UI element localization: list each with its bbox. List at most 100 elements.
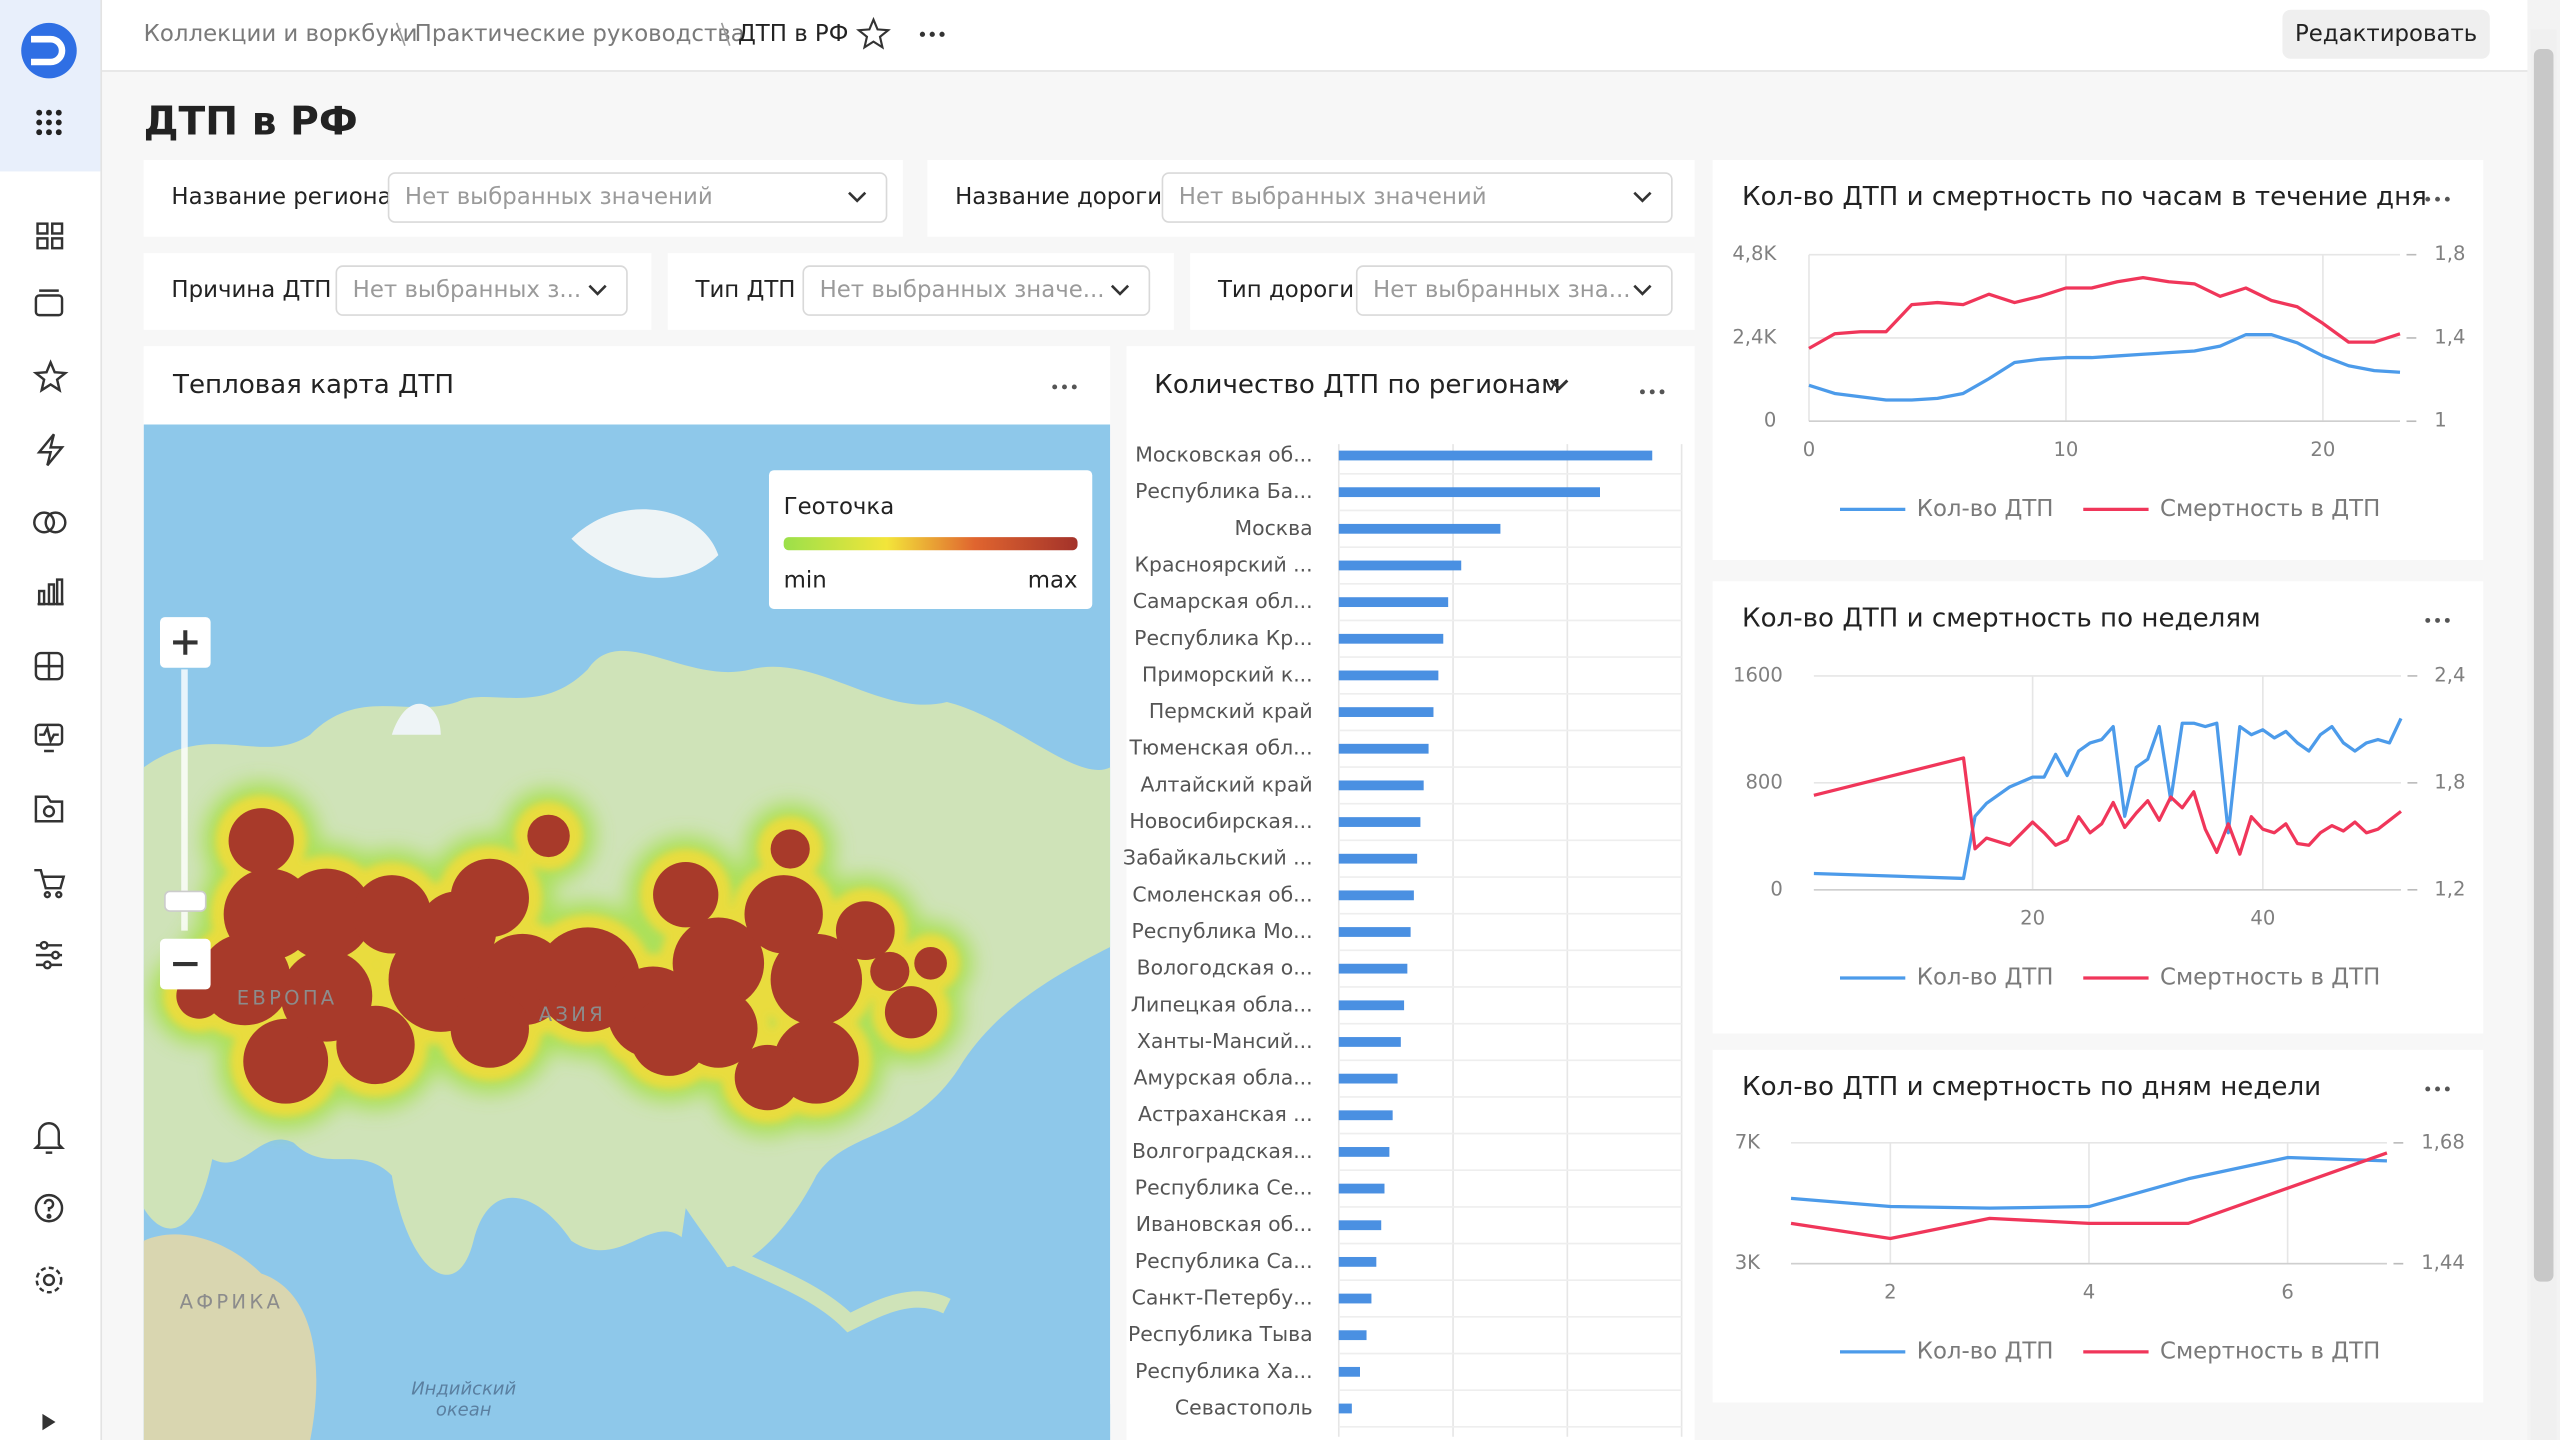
y2-tick-label: 1,8 bbox=[2434, 770, 2465, 793]
legend-label[interactable]: Смертность в ДТП bbox=[2160, 496, 2380, 522]
select-box[interactable] bbox=[1161, 172, 1673, 223]
legend-item[interactable]: Кол-во ДТП bbox=[1840, 1338, 2053, 1364]
line-widget: Кол-во ДТП и смертность по часам в течен… bbox=[1712, 160, 2484, 560]
select-placeholder[interactable]: Нет выбранных з... bbox=[353, 277, 582, 303]
bar bbox=[1338, 1147, 1390, 1157]
legend-item[interactable]: Смертность в ДТП bbox=[2083, 1338, 2380, 1364]
land-africa bbox=[143, 1234, 317, 1440]
legend-label[interactable]: Смертность в ДТП bbox=[2160, 1338, 2380, 1364]
heat-spot bbox=[352, 875, 432, 954]
select-placeholder[interactable]: Нет выбранных значений bbox=[405, 184, 713, 210]
legend-label[interactable]: Кол-во ДТП bbox=[1917, 1338, 2054, 1364]
nav-settings-sliders-icon[interactable] bbox=[35, 940, 63, 970]
scrollbar-thumb[interactable] bbox=[2533, 48, 2554, 1282]
legend-item[interactable]: Кол-во ДТП bbox=[1840, 496, 2053, 522]
y2-tick-label: 1,44 bbox=[2421, 1251, 2465, 1274]
widget-menu[interactable] bbox=[1052, 384, 1077, 390]
edit-button[interactable]: Редактировать bbox=[2282, 9, 2490, 59]
bar-label: Вологодская о... bbox=[1137, 956, 1313, 980]
select-chevron[interactable] bbox=[588, 284, 607, 296]
nav-folders-icon[interactable] bbox=[34, 795, 64, 823]
zoom-in[interactable] bbox=[160, 617, 211, 668]
help-icon[interactable] bbox=[34, 1193, 64, 1223]
heat-spot bbox=[770, 933, 863, 1026]
select-box[interactable] bbox=[1355, 265, 1673, 316]
filter-select[interactable]: Нет выбранных значений bbox=[387, 172, 888, 223]
legend-item[interactable]: Смертность в ДТП bbox=[2083, 964, 2380, 990]
bar-label: Красноярский ... bbox=[1135, 552, 1313, 576]
filter-select[interactable]: Нет выбранных значе... bbox=[802, 265, 1151, 316]
nav-charts-icon[interactable] bbox=[37, 578, 64, 606]
select-chevron[interactable] bbox=[1633, 191, 1652, 203]
logo[interactable] bbox=[21, 22, 77, 79]
bar-label: Санкт-Петербу... bbox=[1132, 1286, 1313, 1310]
heat-spot bbox=[653, 862, 719, 928]
y-tick-label: 0 bbox=[1764, 409, 1776, 432]
nav-collections-icon[interactable] bbox=[34, 289, 64, 317]
bar bbox=[1338, 450, 1653, 461]
filter-select[interactable]: Нет выбранных з... bbox=[335, 265, 628, 316]
select-placeholder[interactable]: Нет выбранных значений bbox=[1179, 184, 1487, 210]
nav-datasets-icon[interactable] bbox=[33, 511, 67, 534]
widget-title[interactable]: Количество ДТП по регионам bbox=[1154, 370, 1561, 400]
select-box[interactable] bbox=[802, 265, 1151, 316]
map-label: ЕВРОПА bbox=[237, 987, 338, 1010]
select-chevron[interactable] bbox=[1110, 284, 1130, 296]
select-chevron[interactable] bbox=[1633, 284, 1652, 296]
series-line bbox=[1813, 717, 2403, 881]
collapse-sidebar[interactable] bbox=[42, 1413, 56, 1431]
apps-icon[interactable] bbox=[36, 109, 62, 136]
legend-label[interactable]: Кол-во ДТП bbox=[1917, 964, 2054, 990]
zoom-out[interactable] bbox=[160, 938, 211, 990]
ocean-south bbox=[653, 1208, 1111, 1440]
nav-monitoring-icon[interactable] bbox=[34, 723, 64, 753]
y-tick-label: 4,8K bbox=[1732, 242, 1777, 265]
select-box[interactable] bbox=[335, 265, 628, 316]
widget-menu[interactable] bbox=[2425, 617, 2450, 623]
widget-tabs-chevron[interactable] bbox=[1549, 379, 1569, 391]
select-box[interactable] bbox=[387, 172, 888, 223]
legend-label[interactable]: Смертность в ДТП bbox=[2160, 964, 2380, 990]
line-chart: 3K 7K 1,44 1,68 2 4 6 Кол-во ДТП Смертность в ДТ… bbox=[1735, 1130, 2465, 1364]
filter-select[interactable]: Нет выбранных значений bbox=[1161, 172, 1673, 223]
select-chevron[interactable] bbox=[848, 191, 867, 203]
zoom-handle[interactable] bbox=[164, 890, 207, 912]
widget-menu[interactable] bbox=[1640, 389, 1665, 395]
settings-icon[interactable] bbox=[35, 1266, 63, 1294]
favorite-button[interactable] bbox=[856, 16, 891, 50]
nav-dashboards-icon[interactable] bbox=[36, 222, 64, 250]
legend-label[interactable]: Кол-во ДТП bbox=[1917, 496, 2054, 522]
filter-label: Тип ДТП bbox=[695, 277, 796, 303]
legend-item[interactable]: Смертность в ДТП bbox=[2083, 496, 2380, 522]
widget-menu[interactable] bbox=[2425, 196, 2450, 202]
heat-spot bbox=[417, 891, 497, 970]
widget-menu[interactable] bbox=[2425, 1086, 2450, 1092]
nav-widgets-icon[interactable] bbox=[34, 651, 64, 681]
nav-market-icon[interactable] bbox=[34, 868, 66, 899]
bar-label: Ивановская об... bbox=[1136, 1212, 1313, 1236]
bar-label: Алтайский край bbox=[1141, 772, 1313, 796]
notifications-icon[interactable] bbox=[32, 1122, 65, 1154]
legend-min: min bbox=[784, 568, 827, 594]
breadcrumb-link[interactable]: Практические руководства bbox=[415, 21, 745, 47]
legend-item[interactable]: Кол-во ДТП bbox=[1840, 964, 2053, 990]
breadcrumbs: Коллекции и воркбуки Практические руково… bbox=[144, 16, 945, 50]
filter-select[interactable]: Нет выбранных зна... bbox=[1355, 265, 1673, 316]
filter-label: Причина ДТП bbox=[171, 277, 331, 303]
select-placeholder[interactable]: Нет выбранных значе... bbox=[820, 277, 1105, 303]
more-button[interactable] bbox=[919, 31, 945, 37]
heat-spot bbox=[679, 989, 758, 1068]
y2-tick-label: 1,4 bbox=[2434, 325, 2465, 348]
heat-spot bbox=[770, 829, 810, 869]
x-tick-label: 20 bbox=[2020, 907, 2045, 930]
bar bbox=[1338, 963, 1408, 974]
edit-button-label[interactable]: Редактировать bbox=[2295, 21, 2477, 47]
bar-label: Тюменская обл... bbox=[1128, 736, 1312, 760]
zoom-control bbox=[160, 617, 211, 990]
heat-spot bbox=[672, 917, 765, 1009]
nav-connections-icon[interactable] bbox=[36, 433, 65, 467]
map-label: АЗИЯ bbox=[539, 1003, 606, 1026]
breadcrumb-link[interactable]: Коллекции и воркбуки bbox=[144, 21, 418, 47]
nav-favorites-icon[interactable] bbox=[32, 359, 69, 393]
select-placeholder[interactable]: Нет выбранных зна... bbox=[1373, 277, 1630, 303]
